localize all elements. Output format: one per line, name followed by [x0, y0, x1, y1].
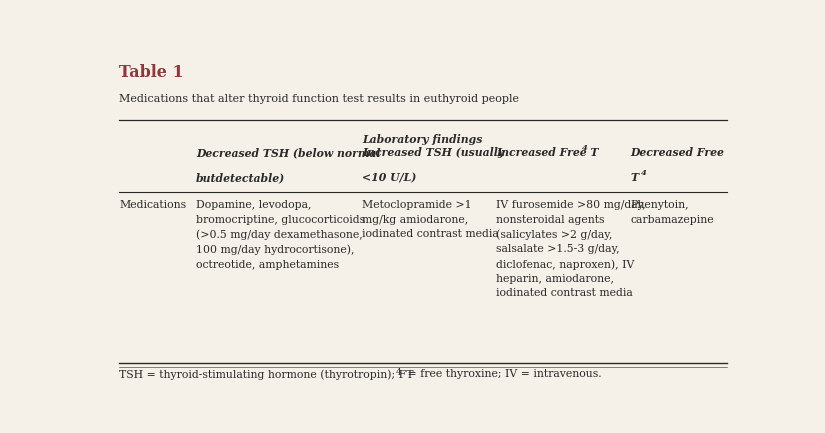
Text: Increased TSH (usually: Increased TSH (usually: [362, 147, 504, 158]
Text: Medications that alter thyroid function test results in euthyroid people: Medications that alter thyroid function …: [119, 94, 519, 103]
Text: = free thyroxine; IV = intravenous.: = free thyroxine; IV = intravenous.: [403, 369, 601, 379]
Text: 4: 4: [641, 169, 647, 178]
Text: Table 1: Table 1: [119, 64, 184, 81]
Text: 4: 4: [396, 368, 402, 377]
Text: Decreased TSH (below normal: Decreased TSH (below normal: [196, 147, 380, 158]
Text: Increased Free T: Increased Free T: [497, 147, 599, 158]
Text: IV furosemide >80 mg/day,
nonsteroidal agents
(salicylates >2 g/day,
salsalate >: IV furosemide >80 mg/day, nonsteroidal a…: [497, 200, 646, 298]
Text: Laboratory findings: Laboratory findings: [362, 134, 483, 145]
Text: Metoclopramide >1
mg/kg amiodarone,
iodinated contrast media: Metoclopramide >1 mg/kg amiodarone, iodi…: [362, 200, 499, 239]
Text: <10 U/L): <10 U/L): [362, 172, 417, 183]
Text: T: T: [630, 172, 639, 183]
Text: 4: 4: [582, 144, 588, 152]
Text: Decreased Free: Decreased Free: [630, 147, 724, 158]
Text: Medications: Medications: [119, 200, 186, 210]
Text: TSH = thyroid-stimulating hormone (thyrotropin); FT: TSH = thyroid-stimulating hormone (thyro…: [119, 369, 413, 380]
Text: Dopamine, levodopa,
bromocriptine, glucocorticoids
(>0.5 mg/day dexamethasone,
1: Dopamine, levodopa, bromocriptine, gluco…: [196, 200, 365, 270]
Text: butdetectable): butdetectable): [196, 172, 285, 183]
Text: Phenytoin,
carbamazepine: Phenytoin, carbamazepine: [630, 200, 714, 225]
